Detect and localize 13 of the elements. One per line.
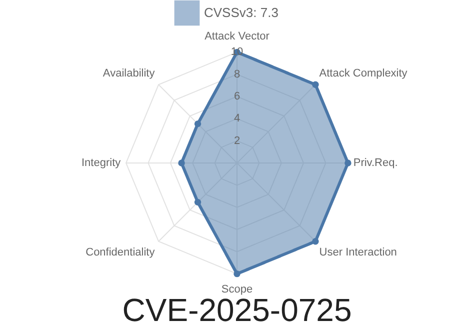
spoke-label: Attack Vector [204,30,270,43]
spoke-label: Availability [102,68,156,80]
spoke-label: Attack Complexity [319,68,408,80]
spoke-label: Confidentiality [86,246,156,258]
y-tick-label: 8 [234,68,240,80]
legend-label: CVSSv3: 7.3 [204,5,278,20]
spoke-label: Scope [221,283,253,296]
spoke-label: User Interaction [319,246,397,258]
y-tick-label: 6 [234,90,240,102]
y-tick-label: 4 [234,112,240,125]
y-tick-label: 2 [234,134,240,147]
spoke-label: Priv.Req. [353,157,398,169]
spoke-label: Integrity [81,157,122,169]
